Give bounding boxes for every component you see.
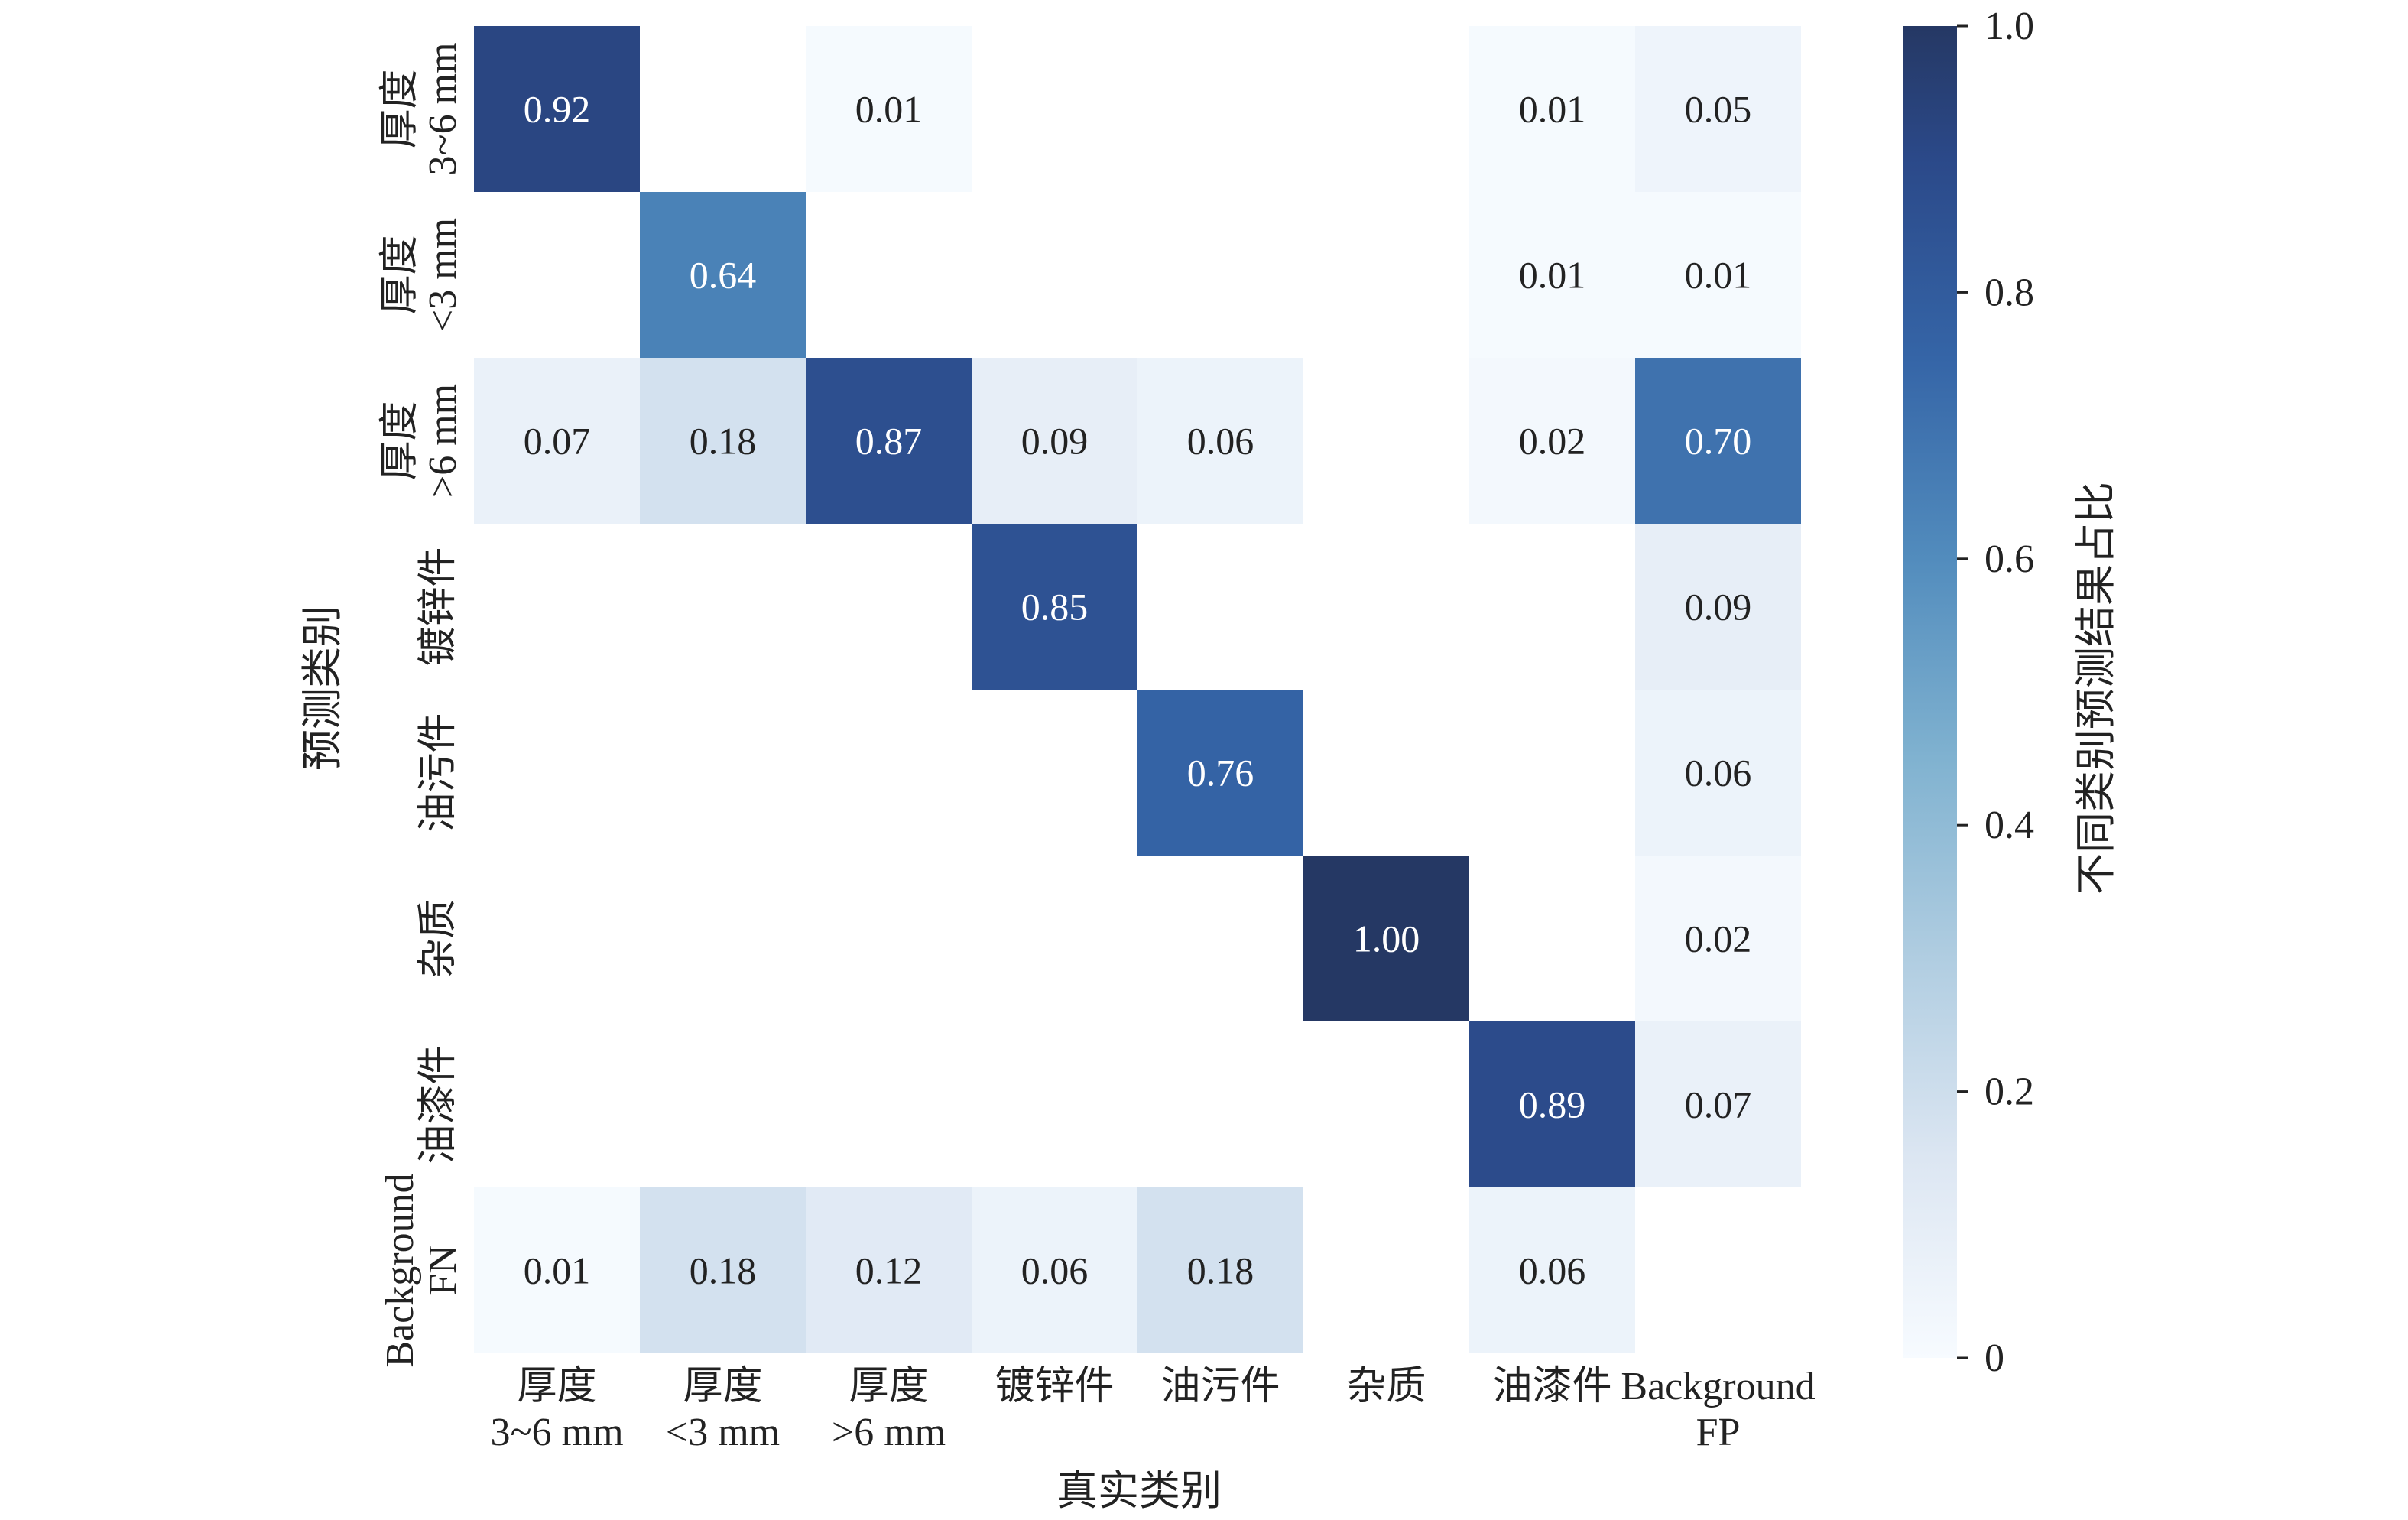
x-tick-label-3: 镀锌件 [995,1365,1114,1408]
x-axis-title: 真实类别 [1056,1468,1222,1514]
cell-value-label-r5-c7: 0.02 [1685,918,1752,960]
cell-value-label-r4-c7: 0.06 [1685,752,1752,794]
heatmap-cell-labels: 0.92 0.01 0.01 0.05 0.64 0.01 0.01 0.07 0.18 0.87… [524,88,1752,1292]
heatmap-cell-r7-c0 [474,1187,640,1353]
y-tick-label-5: 杂质 [417,898,460,978]
heatmap-cell-r2-c0 [474,358,640,524]
y-axis-title: 预测类别 [300,606,346,771]
heatmap-cell-r4-c7 [1635,690,1801,856]
heatmap-cell-r7-c4 [1137,1187,1303,1353]
cell-value-label-r3-c3: 0.85 [1021,586,1089,628]
colorbar: 0 0.2 0.4 0.6 0.8 1.0 [1903,5,2034,1380]
cell-value-label-r6-c7: 0.07 [1685,1083,1752,1126]
heatmap-cell-r4-c4 [1137,690,1303,856]
heatmap-cell-r5-c5 [1303,856,1469,1021]
y-tick-label-4: 油污件 [417,713,460,832]
heatmap-cell-r3-c7 [1635,524,1801,690]
cell-value-label-r0-c6: 0.01 [1519,88,1586,131]
heatmap-cell-r2-c4 [1137,358,1303,524]
colorbar-gradient [1903,26,1957,1358]
heatmap-cell-r6-c6 [1469,1021,1635,1187]
heatmap-cell-r7-c1 [640,1187,806,1353]
cell-value-label-r2-c7: 0.70 [1685,420,1752,463]
colorbar-tick-label-0: 0 [1984,1336,2004,1380]
heatmap-cells [474,26,1801,1353]
cell-value-label-r2-c1: 0.18 [690,420,757,463]
heatmap-cell-r2-c2 [806,358,972,524]
cell-value-label-r7-c4: 0.18 [1187,1249,1254,1292]
y-tick-label-6: 油漆件 [417,1044,460,1164]
colorbar-tick-label-1: 0.2 [1984,1070,2034,1114]
cell-value-label-r0-c0: 0.92 [524,88,591,131]
colorbar-tick-label-2: 0.4 [1984,804,2034,847]
x-tick-label-4: 油污件 [1160,1365,1280,1408]
x-tick-label-2: 厚度>6 mm [832,1365,946,1454]
y-tick-label-3: 镀锌件 [417,547,460,666]
cell-value-label-r2-c4: 0.06 [1187,420,1254,463]
cell-value-label-r2-c3: 0.09 [1021,420,1089,463]
x-tick-label-7: Background FP [1621,1365,1815,1454]
heatmap-cell-r2-c6 [1469,358,1635,524]
heatmap-cell-r1-c6 [1469,192,1635,358]
cell-value-label-r4-c4: 0.76 [1187,752,1254,794]
cell-value-label-r5-c5: 1.00 [1353,918,1420,960]
cell-value-label-r1-c7: 0.01 [1685,254,1752,297]
cell-value-label-r1-c6: 0.01 [1519,254,1586,297]
heatmap-cell-r5-c7 [1635,856,1801,1021]
heatmap-cell-r1-c7 [1635,192,1801,358]
colorbar-tick-label-5: 1.0 [1984,5,2034,48]
heatmap-cell-r7-c2 [806,1187,972,1353]
colorbar-tick-label-4: 0.8 [1984,271,2034,314]
y-tick-label-2: 厚度>6 mm [378,384,465,498]
cell-value-label-r0-c7: 0.05 [1685,88,1752,131]
heatmap-cell-r7-c6 [1469,1187,1635,1353]
y-tick-label-1: 厚度<3 mm [378,218,465,332]
heatmap-cell-r0-c0 [474,26,640,192]
cell-value-label-r2-c2: 0.87 [855,420,923,463]
cell-value-label-r0-c2: 0.01 [855,88,923,131]
x-tick-label-0: 厚度 3~6 mm [490,1365,623,1454]
heatmap-cell-r0-c2 [806,26,972,192]
cell-value-label-r7-c6: 0.06 [1519,1249,1586,1292]
cell-value-label-r7-c0: 0.01 [524,1249,591,1292]
cell-value-label-r3-c7: 0.09 [1685,586,1752,628]
cell-value-label-r7-c3: 0.06 [1021,1249,1089,1292]
heatmap-cell-r7-c3 [972,1187,1137,1353]
x-tick-label-1: 厚度<3 mm [666,1365,780,1454]
cell-value-label-r1-c1: 0.64 [690,254,757,297]
y-tick-label-7: BackgroundFN [378,1173,465,1367]
heatmap-cell-r2-c1 [640,358,806,524]
heatmap-cell-r2-c7 [1635,358,1801,524]
heatmap-cell-r2-c3 [972,358,1137,524]
heatmap-cell-r3-c3 [972,524,1137,690]
colorbar-title: 不同类别预测结果占比 [2073,482,2119,895]
cell-value-label-r2-c6: 0.02 [1519,420,1586,463]
heatmap-cell-r1-c1 [640,192,806,358]
x-axis-ticks: 厚度 3~6 mm 厚度<3 mm 厚度>6 mm 镀锌件 油污件 杂质 油漆件 Backgro… [490,1365,1815,1454]
cell-value-label-r6-c6: 0.89 [1519,1083,1586,1126]
heatmap-cell-r0-c7 [1635,26,1801,192]
heatmap-cell-r0-c6 [1469,26,1635,192]
cell-value-label-r2-c0: 0.07 [524,420,591,463]
y-tick-label-0: 厚度3~6 mm [378,42,465,175]
colorbar-tick-label-3: 0.6 [1984,538,2034,581]
cell-value-label-r7-c2: 0.12 [855,1249,923,1292]
cell-value-label-r7-c1: 0.18 [690,1249,757,1292]
heatmap-cell-r6-c7 [1635,1021,1801,1187]
x-tick-label-6: 油漆件 [1492,1365,1611,1408]
x-tick-label-5: 杂质 [1346,1365,1426,1408]
